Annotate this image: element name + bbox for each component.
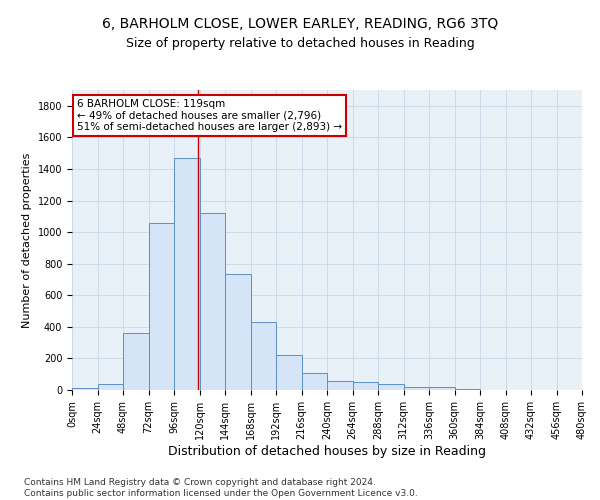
Bar: [199, 213, 225, 390]
Text: Size of property relative to detached houses in Reading: Size of property relative to detached ho…: [125, 38, 475, 51]
X-axis label: Distribution of detached houses by size in Reading: Distribution of detached houses by size …: [168, 444, 486, 458]
Bar: [276, 356, 302, 390]
Text: 6 BARHOLM CLOSE: 119sqm
← 49% of detached houses are smaller (2,796)
51% of semi: 6 BARHOLM CLOSE: 119sqm ← 49% of detache…: [77, 99, 342, 132]
Bar: [353, 382, 378, 390]
Bar: [72, 388, 97, 390]
Bar: [225, 274, 251, 390]
Bar: [251, 322, 276, 390]
Text: Contains HM Land Registry data © Crown copyright and database right 2024.
Contai: Contains HM Land Registry data © Crown c…: [24, 478, 418, 498]
Bar: [174, 158, 199, 390]
Bar: [97, 384, 123, 390]
Y-axis label: Number of detached properties: Number of detached properties: [22, 152, 32, 328]
Bar: [149, 222, 174, 390]
Bar: [327, 382, 353, 390]
Bar: [302, 373, 327, 390]
Bar: [429, 387, 455, 390]
Bar: [123, 333, 149, 390]
Bar: [404, 387, 429, 390]
Text: 6, BARHOLM CLOSE, LOWER EARLEY, READING, RG6 3TQ: 6, BARHOLM CLOSE, LOWER EARLEY, READING,…: [102, 18, 498, 32]
Bar: [378, 384, 404, 390]
Bar: [455, 389, 480, 390]
